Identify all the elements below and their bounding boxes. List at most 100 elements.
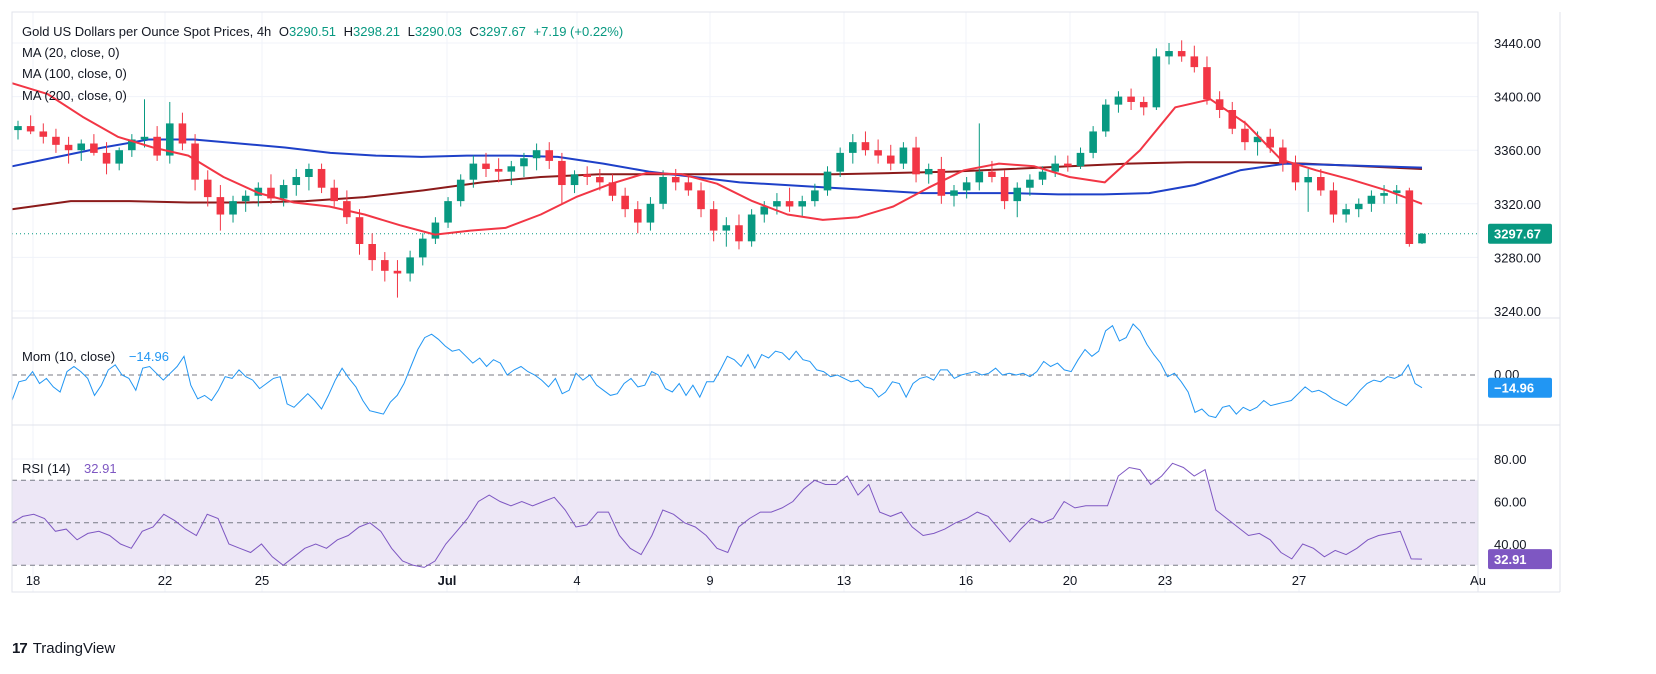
rsi-tick-label: 80.00	[1494, 452, 1527, 467]
rsi-tag-text: 32.91	[1494, 552, 1527, 567]
candle-body	[1076, 152, 1085, 167]
candle-body	[621, 195, 629, 210]
time-tick-label: 22	[158, 573, 172, 588]
candle-body	[1291, 163, 1300, 183]
time-tick-label: 16	[959, 573, 973, 588]
close-value: 3297.67	[478, 24, 526, 39]
price-tick-label: 3360.00	[1494, 143, 1541, 158]
time-tick-label: 13	[837, 573, 851, 588]
candle-body	[912, 147, 920, 175]
candle-body	[849, 142, 857, 153]
candle-body	[494, 168, 503, 172]
candle-body	[861, 142, 870, 151]
candle-body	[545, 150, 554, 161]
candle-body	[1152, 56, 1161, 108]
ma20-legend[interactable]: MA (20, close, 0)	[22, 45, 124, 60]
time-tick-label: 9	[706, 573, 713, 588]
price-tick-label: 3400.00	[1494, 90, 1541, 105]
candle-body	[406, 257, 414, 274]
rsi-axis[interactable]: 40.00 60.00 80.00	[1494, 452, 1527, 552]
tradingview-logo-icon: 17	[12, 640, 28, 657]
candle-body	[988, 171, 996, 177]
candle-body	[1064, 163, 1072, 167]
candle-body	[608, 182, 617, 196]
candle-body	[77, 143, 86, 151]
candle-body	[115, 150, 123, 164]
candle-body	[39, 131, 48, 137]
candle-body	[267, 187, 275, 199]
ma100-layer	[11, 138, 1423, 196]
candle-body	[1279, 147, 1287, 164]
candle-body	[722, 225, 731, 231]
price-tag-box	[1488, 223, 1552, 244]
candle-body	[583, 174, 591, 177]
time-tick-label: Au	[1470, 573, 1486, 588]
candle-body	[1304, 177, 1312, 183]
candle-body	[773, 201, 781, 207]
candle-body	[153, 136, 161, 156]
candle-body	[317, 168, 326, 188]
momentum-legend-label: Mom (10, close)	[22, 349, 116, 364]
candle-body	[216, 197, 225, 215]
candle-body	[570, 174, 579, 186]
candle-body	[330, 187, 339, 202]
candle-body	[886, 155, 895, 164]
rsi-tag-box	[1488, 549, 1552, 570]
panel-frame	[11, 11, 1561, 593]
symbol-legend[interactable]: Gold US Dollars per Ounce Spot Prices, 4…	[22, 24, 627, 39]
rsi-legend[interactable]: RSI (14) 32.91	[22, 461, 121, 476]
candle-body	[507, 166, 516, 172]
candle-body	[1114, 96, 1123, 105]
rsi-legend-label: RSI (14)	[22, 461, 71, 476]
candle-body	[1354, 203, 1363, 210]
time-axis[interactable]: 18 22 25 Jul 4 9 13 16 20 23 27 Au	[26, 573, 1486, 588]
brand-name: TradingView	[32, 640, 116, 657]
candle-body	[191, 143, 199, 180]
candle-body	[343, 201, 351, 218]
candle-body	[292, 177, 301, 186]
candle-body	[785, 201, 794, 207]
candle-body	[1418, 233, 1426, 244]
momentum-layer	[11, 323, 1423, 419]
candle-body	[1190, 56, 1199, 68]
momentum-legend[interactable]: Mom (10, close) −14.96	[22, 349, 173, 364]
ma100-legend[interactable]: MA (100, close, 0)	[22, 66, 131, 81]
candle-body	[684, 182, 693, 191]
time-tick-label: 18	[26, 573, 40, 588]
rsi-tick-label: 60.00	[1494, 495, 1527, 510]
candle-body	[1253, 136, 1262, 143]
candle-body	[1127, 96, 1135, 102]
candle-body	[431, 222, 440, 239]
candle-body	[924, 168, 933, 175]
candle-body	[1139, 101, 1148, 108]
symbol-title[interactable]: Gold US Dollars per Ounce Spot Prices, 4…	[22, 24, 272, 39]
time-tick-label: 23	[1158, 573, 1172, 588]
tradingview-brand[interactable]: 17 TradingView	[12, 640, 115, 657]
ma200-legend-label: MA (200, close, 0)	[22, 88, 127, 103]
candle-body	[1367, 195, 1376, 204]
candle-body	[1165, 51, 1173, 57]
candle-body	[241, 195, 250, 202]
high-label: H	[343, 24, 354, 39]
ma200-legend[interactable]: MA (200, close, 0)	[22, 88, 131, 103]
candle-body	[975, 171, 984, 183]
candle-body	[1051, 163, 1059, 172]
price-axis[interactable]: 3240.00 3280.00 3320.00 3360.00 3400.00 3440.…	[1494, 36, 1541, 319]
candle-body	[456, 179, 465, 202]
candle-body	[469, 163, 478, 180]
candle-body	[1317, 177, 1325, 191]
candle-body	[279, 185, 288, 199]
reference-lines	[12, 233, 1478, 566]
value-tags: 3297.67 −14.96 32.91	[1488, 223, 1552, 570]
candle-body	[532, 150, 541, 159]
candle-body	[798, 201, 807, 207]
candle-body	[823, 171, 832, 191]
candle-body	[709, 209, 718, 231]
candle-body	[1329, 190, 1338, 215]
candle-body	[444, 201, 452, 223]
candle-body	[1038, 171, 1047, 180]
rsi-line	[11, 462, 1423, 568]
candle-body	[1228, 110, 1237, 129]
candle-body	[26, 126, 35, 132]
price-tick-label: 3240.00	[1494, 304, 1541, 319]
